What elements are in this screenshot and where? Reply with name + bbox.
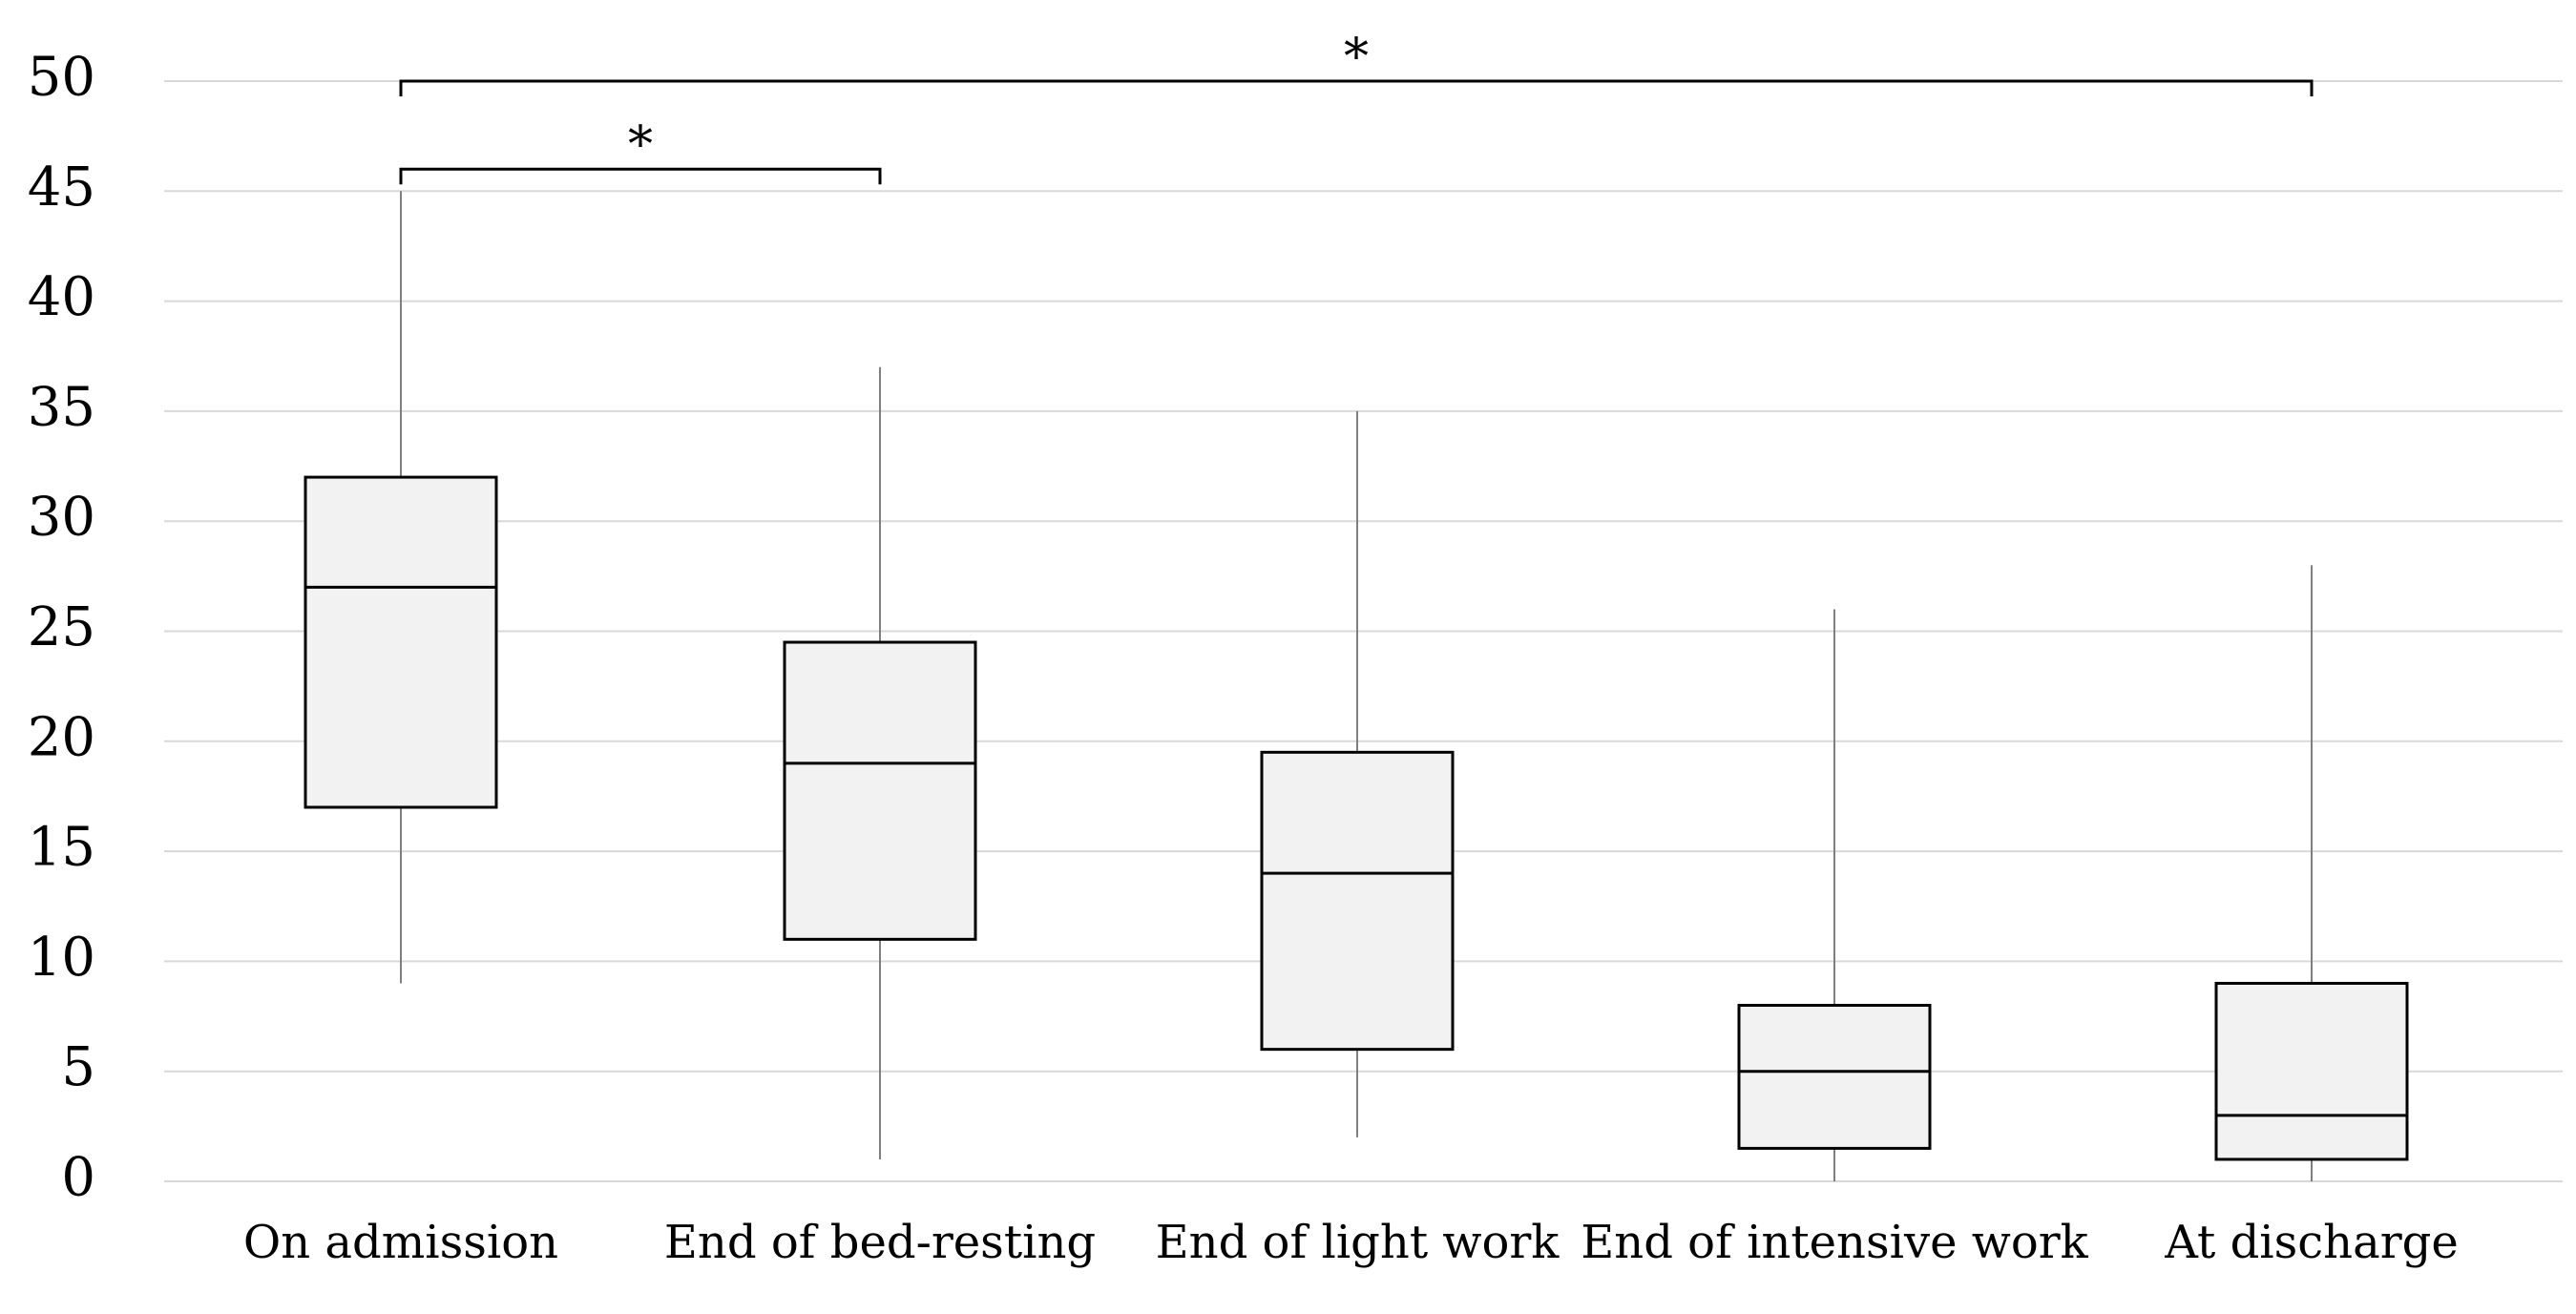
y-tick-label-10: 10 [28, 927, 95, 989]
x-category-label: End of light work [1156, 1216, 1560, 1269]
y-tick-label-20: 20 [28, 706, 95, 768]
y-tick-label-35: 35 [28, 376, 95, 438]
box-layer [304, 191, 2409, 1181]
interquartile-box [304, 475, 498, 809]
y-tick-label-50: 50 [28, 47, 95, 109]
significance-bracket-2: * [399, 29, 2314, 96]
x-category-label: End of intensive work [1581, 1216, 2088, 1269]
y-tick-label-40: 40 [28, 266, 95, 328]
y-tick-label-45: 45 [28, 156, 95, 219]
bracket-line [399, 167, 882, 185]
y-tick-label-5: 5 [61, 1036, 95, 1098]
interquartile-box [1737, 1004, 1932, 1150]
interquartile-box [2214, 981, 2409, 1161]
bracket-line [399, 79, 2314, 96]
significance-star: * [1344, 29, 1369, 86]
y-tick-label-25: 25 [28, 596, 95, 658]
box-plot-4 [1737, 609, 1932, 1181]
x-category-label: End of bed-resting [664, 1216, 1096, 1269]
x-category-label: At discharge [2164, 1216, 2459, 1269]
box-plot-1 [304, 191, 498, 984]
interquartile-box [783, 640, 977, 941]
box-plot-5 [2214, 565, 2409, 1181]
y-tick-label-0: 0 [61, 1147, 95, 1209]
significance-layer: ** [399, 29, 2314, 185]
box-plot-3 [1260, 410, 1455, 1137]
y-tick-label-30: 30 [28, 487, 95, 549]
y-tick-label-15: 15 [28, 817, 95, 879]
interquartile-box [1260, 750, 1455, 1052]
significance-bracket-1: * [399, 116, 882, 185]
box-plot-2 [783, 366, 977, 1159]
axis-layer: 0 5 10 15 20 25 30 35 40 45 50 On admission End of b… [28, 47, 2459, 1270]
significance-star: * [628, 116, 653, 174]
x-category-label: On admission [243, 1216, 558, 1269]
